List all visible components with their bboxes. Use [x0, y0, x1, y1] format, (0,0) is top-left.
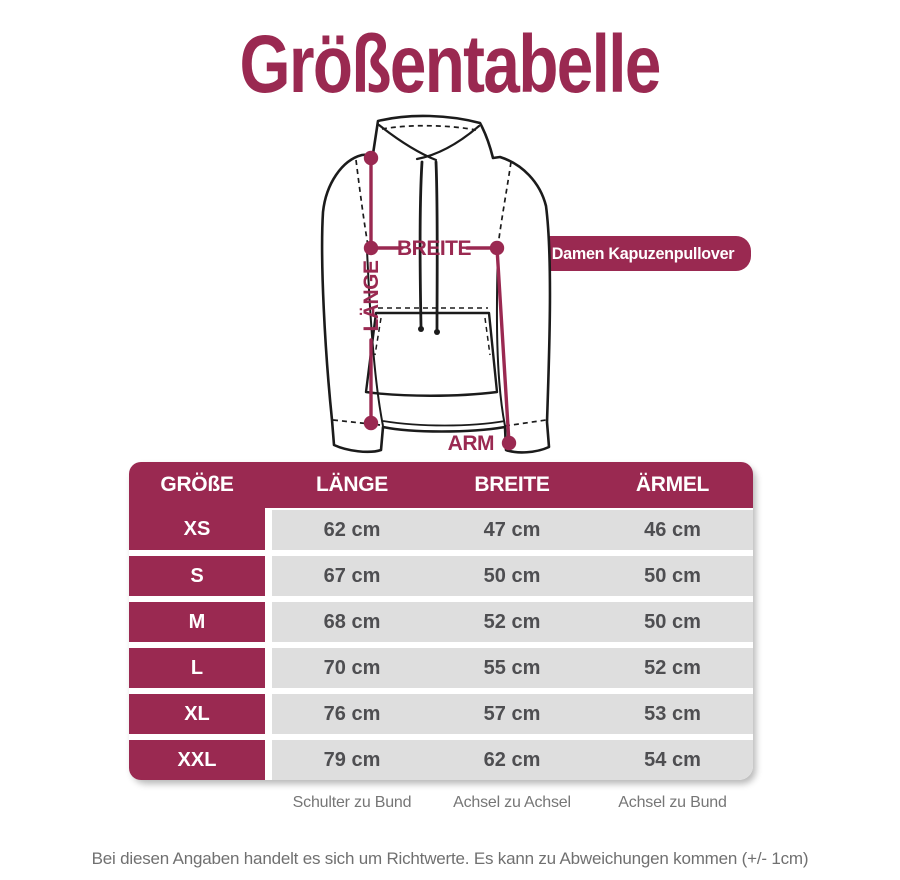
measure-dot-armpit-right	[489, 240, 505, 256]
column-spacer	[265, 648, 272, 688]
aermel-cell: 50 cm	[592, 556, 753, 596]
size-cell: XL	[129, 694, 265, 734]
size-cell: XXL	[129, 740, 265, 780]
header-groesse: GRÖßE	[160, 473, 234, 496]
drawstrings	[418, 160, 439, 331]
measure-dot-armpit-left	[363, 240, 379, 256]
drawstring-end	[418, 326, 424, 332]
column-spacer	[265, 510, 272, 550]
breite-cell: 62 cm	[432, 740, 592, 780]
table-row-s: S 67 cm 50 cm 50 cm	[129, 556, 753, 596]
breite-cell: 47 cm	[432, 510, 592, 550]
footnote-spacer	[129, 794, 272, 812]
laenge-cell: 68 cm	[272, 602, 432, 642]
column-spacer	[265, 694, 272, 734]
hood-opening	[377, 123, 481, 162]
breite-label: BREITE	[397, 237, 472, 260]
breite-cell: 50 cm	[432, 556, 592, 596]
header-aermel: ÄRMEL	[635, 473, 710, 496]
armhole-seams	[355, 159, 512, 247]
page-title: Größentabelle	[239, 19, 662, 110]
aermel-cell: 46 cm	[592, 510, 753, 550]
size-cell: L	[129, 648, 265, 688]
table-header-row: GRÖßE LÄNGE BREITE ÄRMEL	[129, 462, 753, 508]
kangaroo-pocket	[364, 311, 499, 397]
measure-dot-hem	[363, 415, 379, 431]
column-spacer	[265, 556, 272, 596]
disclaimer-text: Bei diesen Angaben handelt es sich um Ri…	[91, 849, 809, 868]
table-row-xxl: XXL 79 cm 62 cm 54 cm	[129, 740, 753, 780]
aermel-cell: 52 cm	[592, 648, 753, 688]
breite-cell: 55 cm	[432, 648, 592, 688]
size-cell: S	[129, 556, 265, 596]
breite-cell: 52 cm	[432, 602, 592, 642]
size-table: GRÖßE LÄNGE BREITE ÄRMEL XS 62 cm 47 cm …	[129, 462, 753, 780]
hoodie-measurement-diagram: LÄNGE BREITE ARM	[320, 114, 552, 455]
size-cell: XS	[129, 508, 265, 550]
aermel-cell: 54 cm	[592, 740, 753, 780]
table-row-l: L 70 cm 55 cm 52 cm	[129, 648, 753, 688]
hood-seam	[381, 124, 477, 131]
arm-label: ARM	[448, 432, 494, 455]
product-label-text: Damen Kapuzenpullover	[551, 243, 735, 263]
footnote-aermel: Achsel zu Bund	[618, 794, 727, 811]
page-title-wrap: Größentabelle	[0, 24, 900, 106]
measure-dot-cuff	[501, 435, 517, 451]
pocket-stitching	[374, 307, 491, 356]
column-spacer	[265, 740, 272, 780]
footnote-breite: Achsel zu Achsel	[453, 794, 571, 811]
aermel-cell: 50 cm	[592, 602, 753, 642]
table-row-xl: XL 76 cm 57 cm 53 cm	[129, 694, 753, 734]
footnote-laenge: Schulter zu Bund	[292, 794, 412, 811]
column-footnotes: Schulter zu Bund Achsel zu Achsel Achsel…	[129, 794, 753, 812]
aermel-cell: 53 cm	[592, 694, 753, 734]
size-cell: M	[129, 602, 265, 642]
hem-seam	[382, 420, 506, 427]
laenge-cell: 76 cm	[272, 694, 432, 734]
breite-cell: 57 cm	[432, 694, 592, 734]
drawstring-end	[434, 329, 440, 335]
header-laenge: LÄNGE	[315, 473, 388, 496]
product-label-badge: Damen Kapuzenpullover	[535, 236, 751, 271]
laenge-cell: 67 cm	[272, 556, 432, 596]
laenge-label: LÄNGE	[360, 260, 383, 331]
laenge-cell: 62 cm	[272, 510, 432, 550]
measure-dot-shoulder	[363, 150, 379, 166]
laenge-cell: 79 cm	[272, 740, 432, 780]
table-row-xs: XS 62 cm 47 cm 46 cm	[129, 508, 753, 550]
arm-measure-line	[495, 246, 511, 445]
header-breite: BREITE	[474, 473, 550, 496]
table-row-m: M 68 cm 52 cm 50 cm	[129, 602, 753, 642]
column-spacer	[265, 602, 272, 642]
laenge-cell: 70 cm	[272, 648, 432, 688]
